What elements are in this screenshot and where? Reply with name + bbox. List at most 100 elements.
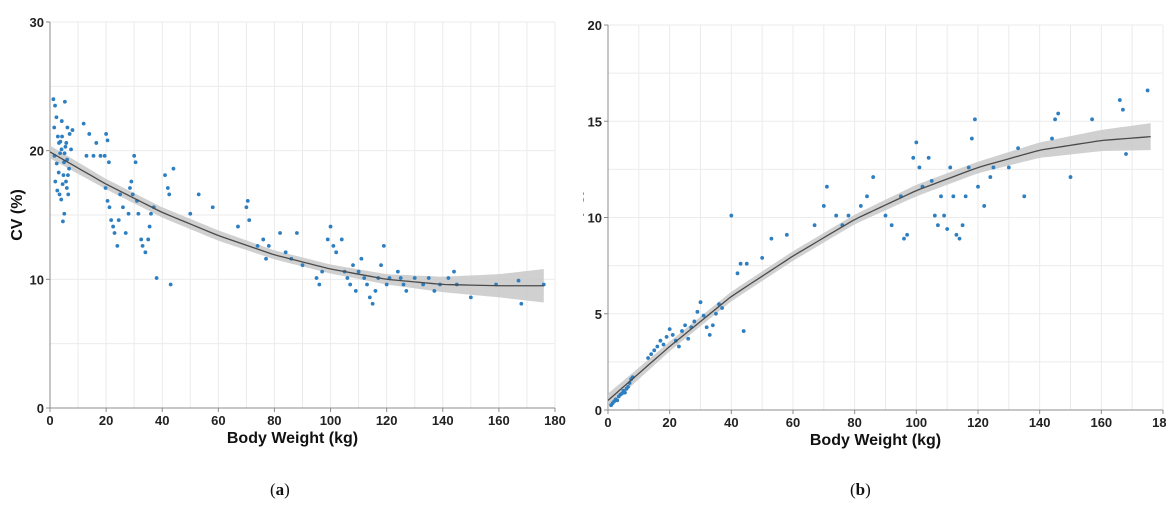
data-point: [266, 243, 271, 248]
confidence-band: [50, 145, 544, 303]
data-point: [167, 192, 172, 197]
data-point: [865, 194, 869, 199]
data-point: [51, 97, 56, 102]
data-point: [652, 348, 657, 353]
y-tick-label: 10: [30, 272, 44, 287]
data-point: [948, 165, 953, 170]
x-tick-label: 100: [320, 413, 342, 428]
data-point: [701, 313, 706, 318]
data-point: [1090, 117, 1094, 122]
data-point: [412, 276, 417, 280]
data-point: [53, 179, 58, 184]
data-point: [356, 269, 361, 274]
caption-a-close: ): [284, 480, 290, 499]
x-tick-label: 180: [1152, 415, 1166, 430]
data-point: [54, 115, 59, 120]
data-point: [421, 282, 426, 287]
x-tick-label: 80: [267, 413, 281, 428]
data-point: [917, 165, 922, 170]
data-point: [105, 138, 110, 143]
data-point: [104, 132, 109, 136]
data-point: [81, 121, 86, 126]
data-point: [973, 117, 977, 122]
data-point: [115, 243, 120, 248]
data-point: [695, 309, 700, 314]
data-point: [165, 186, 170, 190]
panel-a: 0 20 40 60 80 100 120 140 160 180 0 10 20 30 Body Weig…: [9, 15, 566, 499]
data-point: [677, 344, 681, 349]
data-point: [969, 136, 974, 141]
data-point: [317, 282, 322, 287]
data-point: [163, 173, 167, 178]
data-point: [264, 256, 268, 261]
data-point: [105, 198, 110, 203]
data-point: [345, 276, 350, 280]
data-point: [670, 333, 675, 337]
data-point: [331, 243, 336, 248]
data-point: [52, 125, 57, 130]
data-point: [61, 219, 65, 224]
y-tick-label: 20: [588, 18, 602, 33]
data-point: [359, 256, 364, 261]
data-point: [623, 390, 627, 395]
data-point: [936, 223, 940, 228]
data-point: [118, 192, 123, 197]
data-point: [784, 232, 789, 237]
x-tick-label: 60: [211, 413, 225, 428]
data-point: [720, 306, 724, 310]
data-point: [432, 289, 437, 293]
data-point: [914, 140, 919, 145]
data-point: [661, 342, 666, 347]
data-point: [395, 269, 400, 274]
data-point: [966, 165, 971, 170]
x-axis-title: Body Weight (kg): [227, 430, 358, 447]
data-point: [59, 197, 64, 202]
data-point: [655, 344, 660, 349]
data-point: [362, 276, 367, 280]
data-point: [121, 205, 125, 210]
panel-b: 0 20 40 60 80 100 120 140 160 180 0 5 10 15 20 Body Wei…: [583, 0, 1166, 505]
data-point: [84, 153, 89, 158]
data-point: [686, 336, 691, 341]
data-point: [67, 132, 72, 136]
x-tick-label: 100: [905, 415, 927, 430]
data-point: [54, 161, 59, 166]
x-axis-title: Body Weight (kg): [810, 432, 941, 449]
data-point: [55, 188, 60, 193]
data-point: [683, 323, 687, 328]
confidence-band: [608, 123, 1151, 408]
data-point: [1124, 152, 1128, 156]
data-point: [954, 232, 959, 237]
data-point: [704, 325, 709, 330]
data-point: [210, 205, 215, 210]
data-point: [871, 175, 876, 179]
data-point: [247, 218, 252, 223]
data-point: [381, 243, 386, 248]
data-point: [379, 263, 383, 268]
data-point: [710, 323, 715, 328]
data-point: [62, 160, 66, 165]
data-point: [61, 173, 66, 178]
data-point: [957, 236, 962, 241]
data-point: [714, 311, 718, 316]
data-point: [245, 198, 250, 203]
data-point: [126, 211, 131, 216]
data-point: [63, 144, 68, 149]
data-point: [760, 256, 765, 260]
data-point: [339, 237, 344, 242]
x-tick-label: 160: [488, 413, 510, 428]
y-tick-label: 0: [595, 403, 602, 418]
data-point: [102, 153, 107, 158]
data-point: [244, 205, 249, 210]
data-point: [348, 282, 353, 287]
data-point: [196, 192, 201, 197]
data-point: [103, 186, 108, 190]
data-point: [812, 223, 817, 228]
data-point: [649, 352, 654, 357]
data-point: [404, 289, 409, 293]
data-point: [328, 224, 333, 229]
data-point: [945, 227, 950, 231]
data-point: [255, 243, 260, 248]
data-point: [883, 213, 888, 218]
data-point: [62, 211, 67, 216]
